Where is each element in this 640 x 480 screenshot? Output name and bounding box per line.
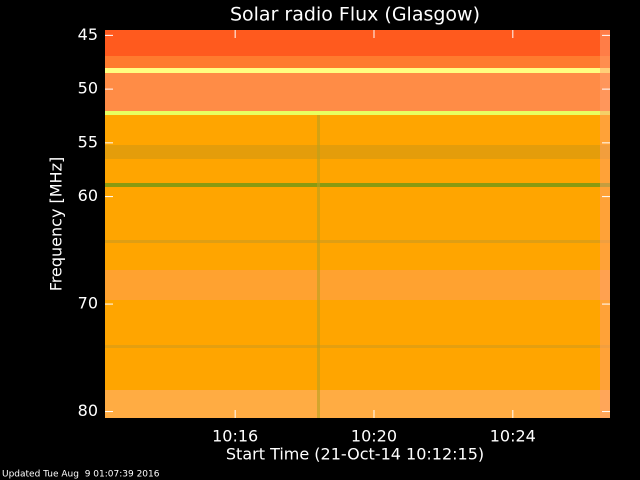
y-tick-label: 45 [78, 25, 98, 44]
y-tick-label: 55 [78, 132, 98, 151]
y-tick-label: 70 [78, 294, 98, 313]
x-tick-label: 10:24 [490, 427, 536, 446]
footer: Updated Tue Aug 9 01:07:39 2016 [2, 470, 160, 480]
x-axis-label: Start Time (21-Oct-14 10:12:15) [226, 445, 484, 464]
y-axis-label: Frequency [MHz] [47, 157, 66, 291]
x-tick-label: 10:16 [212, 427, 258, 446]
spectrogram [105, 30, 610, 418]
chart-title: Solar radio Flux (Glasgow) [230, 4, 480, 26]
y-tick-label: 50 [78, 79, 98, 98]
y-tick-label: 80 [78, 401, 98, 420]
y-tick-label: 60 [78, 186, 98, 205]
x-tick-label: 10:20 [351, 427, 397, 446]
